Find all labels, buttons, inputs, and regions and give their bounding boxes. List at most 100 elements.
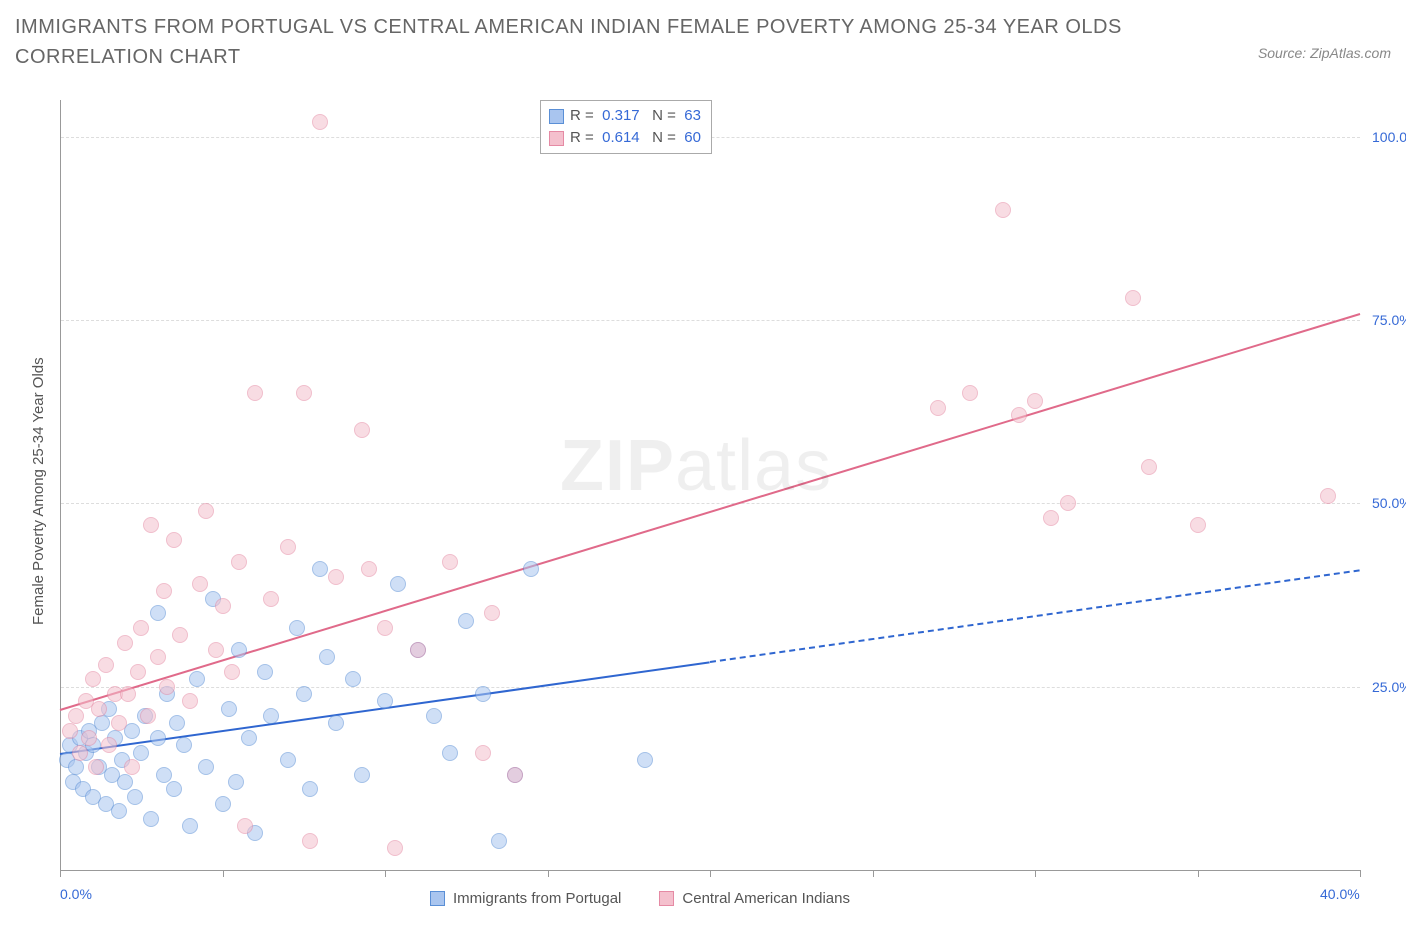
data-point-portugal <box>491 833 507 849</box>
y-tick-label: 100.0% <box>1372 129 1406 145</box>
data-point-central <box>182 693 198 709</box>
data-point-portugal <box>390 576 406 592</box>
data-point-portugal <box>182 818 198 834</box>
x-tick-mark <box>873 870 874 877</box>
data-point-central <box>1060 495 1076 511</box>
data-point-central <box>1141 459 1157 475</box>
stats-legend-box: R = 0.317 N = 63R = 0.614 N = 60 <box>540 100 712 154</box>
data-point-central <box>361 561 377 577</box>
data-point-central <box>328 569 344 585</box>
trend-line-central <box>60 313 1361 711</box>
y-axis-label: Female Poverty Among 25-34 Year Olds <box>30 357 47 625</box>
data-point-central <box>172 627 188 643</box>
data-point-central <box>62 723 78 739</box>
data-point-portugal <box>523 561 539 577</box>
data-point-central <box>995 202 1011 218</box>
grid-line <box>61 503 1360 504</box>
data-point-central <box>263 591 279 607</box>
data-point-portugal <box>221 701 237 717</box>
data-point-portugal <box>143 811 159 827</box>
data-point-central <box>85 671 101 687</box>
data-point-central <box>192 576 208 592</box>
data-point-portugal <box>156 767 172 783</box>
data-point-portugal <box>296 686 312 702</box>
data-point-central <box>91 701 107 717</box>
legend-label-portugal: Immigrants from Portugal <box>453 890 621 907</box>
data-point-central <box>156 583 172 599</box>
data-point-portugal <box>166 781 182 797</box>
data-point-central <box>101 737 117 753</box>
data-point-portugal <box>150 605 166 621</box>
x-tick-mark <box>1360 870 1361 877</box>
data-point-portugal <box>312 561 328 577</box>
data-point-central <box>208 642 224 658</box>
stats-row-central: R = 0.614 N = 60 <box>549 127 701 149</box>
source-attribution: Source: ZipAtlas.com <box>1258 45 1391 61</box>
data-point-central <box>475 745 491 761</box>
data-point-central <box>484 605 500 621</box>
data-point-portugal <box>289 620 305 636</box>
trend-line-portugal <box>710 569 1360 663</box>
data-point-central <box>111 715 127 731</box>
series-legend: Immigrants from PortugalCentral American… <box>430 890 850 907</box>
data-point-central <box>159 679 175 695</box>
data-point-portugal <box>458 613 474 629</box>
data-point-central <box>296 385 312 401</box>
data-point-central <box>166 532 182 548</box>
data-point-portugal <box>133 745 149 761</box>
data-point-portugal <box>228 774 244 790</box>
data-point-portugal <box>426 708 442 724</box>
x-tick-mark <box>1198 870 1199 877</box>
data-point-central <box>962 385 978 401</box>
data-point-portugal <box>302 781 318 797</box>
data-point-central <box>231 554 247 570</box>
data-point-central <box>68 708 84 724</box>
data-point-central <box>930 400 946 416</box>
data-point-central <box>280 539 296 555</box>
data-point-central <box>88 759 104 775</box>
legend-swatch <box>659 891 674 906</box>
data-point-portugal <box>117 774 133 790</box>
data-point-central <box>1027 393 1043 409</box>
data-point-central <box>198 503 214 519</box>
x-tick-label: 40.0% <box>1320 886 1360 902</box>
data-point-portugal <box>169 715 185 731</box>
data-point-central <box>442 554 458 570</box>
y-tick-label: 25.0% <box>1372 679 1406 695</box>
data-point-central <box>72 745 88 761</box>
x-tick-mark <box>710 870 711 877</box>
x-tick-mark <box>223 870 224 877</box>
data-point-portugal <box>345 671 361 687</box>
data-point-portugal <box>198 759 214 775</box>
data-point-central <box>98 657 114 673</box>
data-point-portugal <box>475 686 491 702</box>
legend-swatch <box>430 891 445 906</box>
data-point-central <box>1043 510 1059 526</box>
data-point-portugal <box>68 759 84 775</box>
data-point-central <box>133 620 149 636</box>
legend-swatch <box>549 131 564 146</box>
data-point-portugal <box>94 715 110 731</box>
x-tick-mark <box>60 870 61 877</box>
data-point-central <box>215 598 231 614</box>
x-tick-mark <box>1035 870 1036 877</box>
data-point-central <box>354 422 370 438</box>
data-point-portugal <box>328 715 344 731</box>
grid-line <box>61 320 1360 321</box>
data-point-portugal <box>354 767 370 783</box>
data-point-central <box>150 649 166 665</box>
data-point-portugal <box>637 752 653 768</box>
data-point-central <box>302 833 318 849</box>
data-point-portugal <box>257 664 273 680</box>
data-point-central <box>124 759 140 775</box>
x-tick-mark <box>548 870 549 877</box>
data-point-portugal <box>150 730 166 746</box>
scatter-plot: 25.0%50.0%75.0%100.0%0.0%40.0% <box>60 100 1360 870</box>
data-point-portugal <box>111 803 127 819</box>
data-point-central <box>1125 290 1141 306</box>
data-point-central <box>130 664 146 680</box>
legend-swatch <box>549 109 564 124</box>
data-point-portugal <box>231 642 247 658</box>
data-point-central <box>377 620 393 636</box>
data-point-central <box>120 686 136 702</box>
